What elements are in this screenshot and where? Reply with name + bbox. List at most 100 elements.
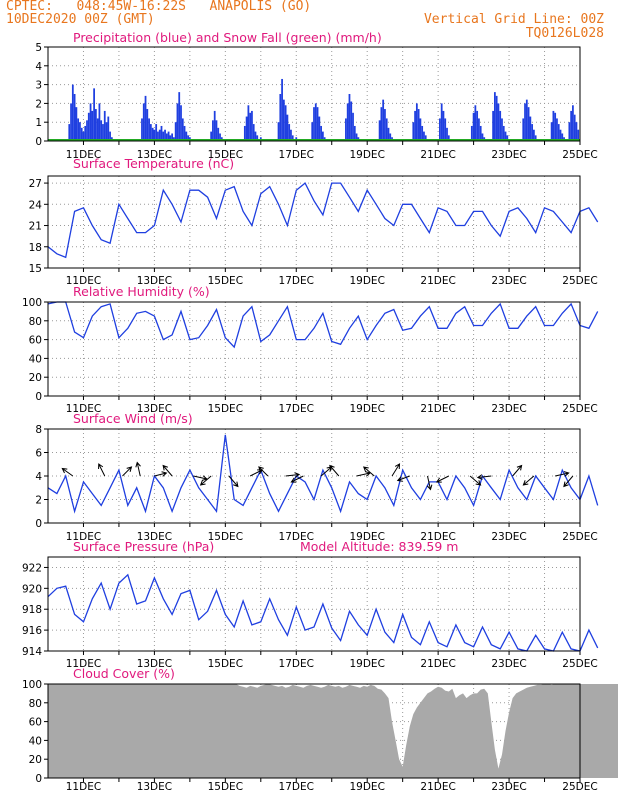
precip-bar — [414, 110, 416, 141]
rh-xtick-label: 25DEC — [562, 403, 597, 415]
precip-bar — [100, 120, 103, 141]
wind-ytick-label: 0 — [35, 518, 42, 530]
precip-bar — [419, 118, 422, 141]
precip-bar — [389, 133, 392, 141]
precip-frame — [47, 46, 581, 142]
precip-bar — [279, 94, 282, 141]
wind-vector-arrow — [61, 467, 74, 477]
wind-vector-arrow — [426, 475, 433, 491]
precip-bar — [481, 133, 484, 141]
wind-xtick-label: 17DEC — [279, 531, 314, 543]
pres-xtick-label: 13DEC — [137, 658, 172, 670]
temp-ytick-label: 21 — [29, 221, 42, 233]
precip-bar — [352, 112, 354, 141]
rh-xtick-label: 23DEC — [491, 403, 526, 415]
precip-bar — [499, 110, 502, 141]
precip-bar — [105, 122, 108, 141]
precip-bar — [180, 105, 182, 141]
precip-bar — [472, 112, 475, 141]
precip-bar — [417, 109, 420, 141]
precip-bar — [96, 118, 99, 141]
wind-vector-arrow — [563, 475, 574, 488]
temp-xtick-label: 17DEC — [279, 275, 314, 287]
pres-xtick-label: 15DEC — [208, 658, 243, 670]
precip-bar — [281, 78, 283, 141]
cloud-ytick-label: 40 — [29, 735, 42, 747]
wind-vector-arrow — [258, 466, 269, 477]
precip-bar — [415, 103, 418, 141]
precip-bar — [164, 129, 166, 141]
wind-ytick-label: 2 — [35, 495, 42, 507]
wind-vector-arrow — [329, 464, 340, 477]
precip-bar — [313, 107, 315, 141]
precip-bar — [160, 125, 163, 141]
precip-bar — [142, 103, 145, 141]
temp-xtick-label: 15DEC — [208, 275, 243, 287]
precip-bar — [424, 135, 427, 141]
temp-frame — [47, 175, 581, 269]
cloud-xtick-label: 19DEC — [349, 781, 384, 793]
pres-xtick-label: 19DEC — [349, 658, 384, 670]
precip-panel: Precipitation (blue) and Snow Fall (gree… — [35, 30, 597, 161]
precip-bar — [174, 122, 177, 141]
rh-ytick-label: 100 — [22, 297, 42, 309]
wind-xtick-label: 11DEC — [66, 531, 101, 543]
pres-ytick-label: 914 — [22, 646, 42, 658]
rh-ytick-label: 80 — [29, 316, 42, 328]
pres-series-line — [47, 573, 599, 652]
cloud-xtick-label: 13DEC — [137, 781, 172, 793]
cloud-xtick-label: 21DEC — [420, 781, 455, 793]
wind-vector-arrow — [435, 475, 449, 483]
wind-vector-arrow — [476, 474, 492, 480]
precip-bar — [355, 133, 358, 141]
precip-bar — [181, 118, 184, 141]
precip-bar — [183, 125, 186, 141]
rh-series-line — [47, 301, 599, 349]
precip-ytick-label: 1 — [35, 117, 42, 129]
wind-xtick-label: 25DEC — [562, 531, 597, 543]
temp-series-line — [47, 182, 599, 259]
header-run-time: 10DEC2020 00Z (GMT) — [6, 12, 155, 27]
precip-bar — [501, 118, 503, 141]
precip-bar — [444, 118, 447, 141]
precip-bar — [531, 124, 534, 141]
precip-bar — [288, 124, 291, 141]
precip-bar — [148, 118, 150, 141]
precip-bar — [102, 124, 104, 141]
wind-ytick-label: 4 — [35, 471, 42, 483]
precip-bar — [442, 110, 445, 141]
precip-bar — [73, 94, 76, 141]
precip-bar — [559, 129, 562, 141]
precip-bar — [284, 105, 287, 141]
precip-bar — [87, 112, 90, 141]
pres-title: Surface Pressure (hPa) — [73, 539, 214, 554]
precip-bar — [524, 103, 526, 141]
precip-bar — [497, 103, 500, 141]
precip-bar — [577, 129, 580, 141]
pres-xtick-label: 11DEC — [66, 658, 101, 670]
precip-bar — [178, 92, 181, 141]
rh-ytick-label: 20 — [29, 372, 42, 384]
wind-title: Surface Wind (m/s) — [73, 411, 193, 426]
wind-xtick-label: 21DEC — [420, 531, 455, 543]
temp-title: Surface Temperature (nC) — [73, 156, 234, 171]
cloud-ytick-label: 0 — [35, 773, 42, 785]
precip-xtick-label: 21DEC — [420, 149, 455, 161]
precip-bar — [502, 125, 505, 141]
precip-bar — [282, 99, 285, 141]
precip-bar — [82, 131, 85, 141]
precip-bar — [346, 103, 349, 141]
precip-bar — [187, 135, 189, 141]
rh-ytick-label: 0 — [35, 391, 42, 403]
cloud-ytick-label: 100 — [22, 679, 42, 691]
precip-bar — [557, 124, 560, 141]
precip-bar — [103, 110, 106, 141]
wind-vector-arrow — [396, 475, 410, 482]
precip-bar — [70, 103, 72, 141]
precip-ytick-label: 2 — [35, 98, 42, 110]
precip-bar — [506, 135, 509, 141]
cloud-xtick-label: 15DEC — [208, 781, 243, 793]
wind-xtick-label: 15DEC — [208, 531, 243, 543]
precip-bar — [311, 122, 314, 141]
precip-bar — [109, 131, 111, 141]
